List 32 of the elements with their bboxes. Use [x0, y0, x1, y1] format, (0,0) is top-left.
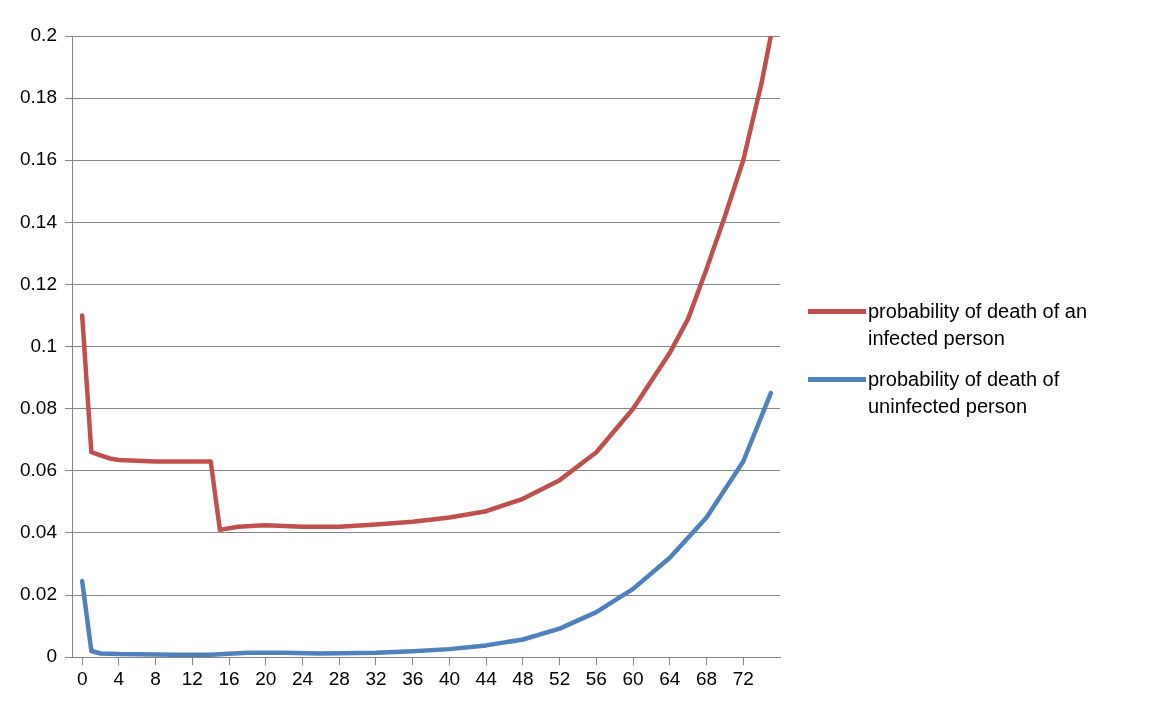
y-tick-label: 0.02 [20, 583, 57, 605]
y-tick-label: 0.16 [20, 148, 57, 170]
y-tick-label: 0.1 [30, 334, 57, 356]
x-tick-label: 68 [695, 667, 718, 689]
x-tick-label: 24 [291, 667, 314, 689]
legend-label: probability of death of uninfected person [868, 367, 1061, 419]
x-tick-label: 36 [402, 667, 424, 689]
x-tick-label: 60 [622, 667, 644, 689]
y-tick-label: 0.18 [20, 86, 57, 108]
x-tick-label: 64 [659, 667, 681, 689]
x-tick-label: 48 [512, 667, 534, 689]
x-tick-label: 12 [181, 667, 203, 689]
y-tick-label: 0.2 [30, 24, 57, 46]
x-tick-label: 8 [150, 667, 161, 689]
x-tick-label: 40 [438, 667, 461, 689]
x-tick-label: 32 [365, 667, 387, 689]
x-tick-label: 4 [113, 667, 125, 689]
y-tick-label: 0.08 [20, 396, 57, 418]
y-tick-label: 0.14 [20, 210, 58, 232]
y-tick-label: 0 [46, 645, 57, 667]
x-tick-label: 20 [255, 667, 277, 689]
x-tick-label: 72 [732, 667, 754, 689]
x-tick-label: 0 [76, 667, 88, 689]
x-tick-label: 28 [328, 667, 350, 689]
x-tick-label: 56 [585, 667, 607, 689]
x-tick-label: 16 [218, 667, 240, 689]
x-tick-label: 44 [475, 667, 498, 689]
y-tick-label: 0.04 [20, 521, 58, 543]
x-tick-label: 52 [549, 667, 571, 689]
legend-label: probability of death of an infected person [868, 299, 1089, 351]
y-tick-label: 0.06 [20, 459, 57, 481]
y-tick-label: 0.12 [20, 272, 57, 294]
